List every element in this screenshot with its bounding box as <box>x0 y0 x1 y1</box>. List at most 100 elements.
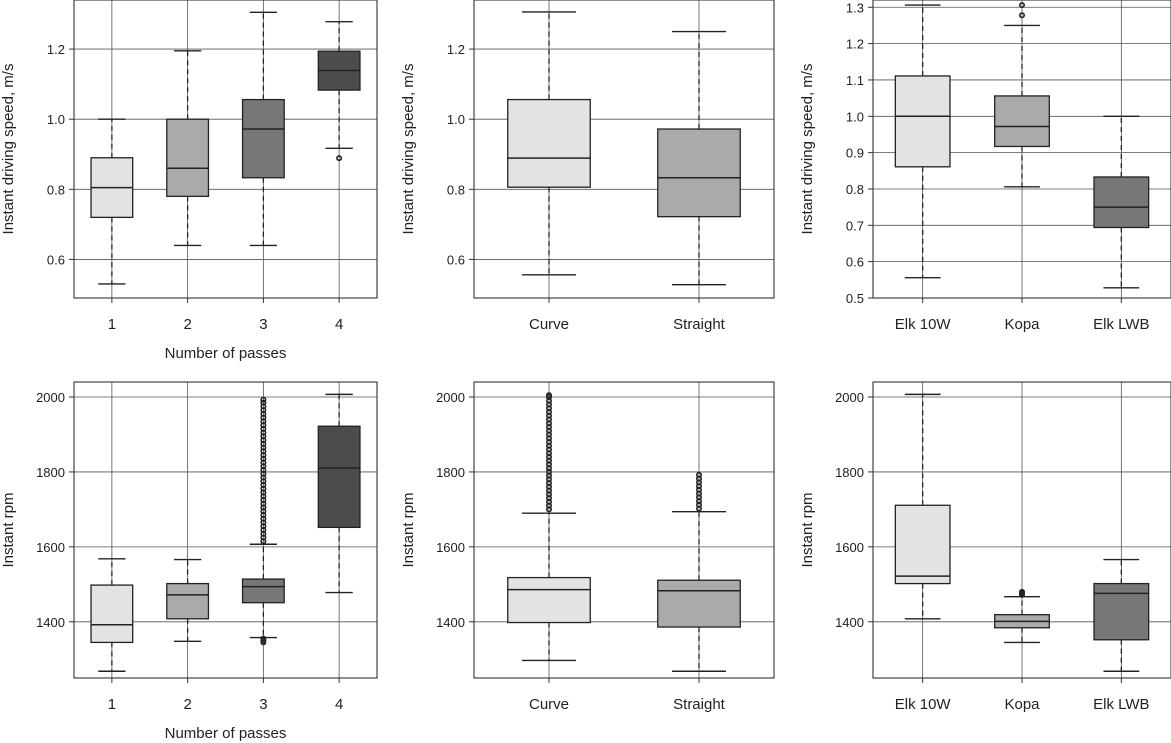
x-tick-label: 2 <box>183 696 191 713</box>
box-iqr <box>657 128 741 218</box>
y-tick-label: 1400 <box>36 615 65 630</box>
y-tick-label: 0.6 <box>47 252 65 267</box>
box-Kopa <box>994 2 1050 188</box>
panel-1: 0.6 0.8 1.0 1.2 1 2 3 4 Instant driving speed, m… <box>0 0 378 362</box>
box-1 <box>90 558 134 672</box>
box-Curve <box>507 392 591 662</box>
box-iqr <box>657 579 741 628</box>
panel-4: 1400 1600 1800 2000 1 2 3 4 Instant rpm Number of… <box>0 381 378 742</box>
box-iqr <box>1093 176 1150 229</box>
x-tick-label: 4 <box>335 316 343 333</box>
box-iqr <box>1093 582 1150 641</box>
plot-area <box>872 381 1171 679</box>
y-tick-label: 2000 <box>436 390 465 405</box>
box-Straight <box>657 30 741 286</box>
y-axis-label: Instant driving speed, m/s <box>799 64 816 235</box>
outlier-point <box>260 396 267 403</box>
x-tick-label: 1 <box>108 316 116 333</box>
y-tick-label: 1.0 <box>47 112 65 127</box>
y-tick-label: 1.0 <box>447 112 465 127</box>
outlier-point <box>260 635 267 642</box>
y-tick-label: 1.2 <box>47 42 65 57</box>
outlier-point <box>336 155 343 162</box>
box-iqr <box>507 576 591 624</box>
box-4 <box>317 21 361 162</box>
y-tick-label: 0.5 <box>846 291 864 306</box>
box-Curve <box>507 11 591 276</box>
x-tick-label: Kopa <box>1004 316 1040 333</box>
box-iqr <box>90 584 134 644</box>
outlier-point <box>545 392 552 399</box>
outlier-point <box>260 399 267 406</box>
box-Straight <box>657 471 741 672</box>
x-tick-label: 2 <box>183 316 191 333</box>
x-tick-label: Straight <box>673 316 726 333</box>
panel-6: 1400 1600 1800 2000 Elk 10W Kopa Elk LWB Instan… <box>799 381 1171 713</box>
y-tick-label: 1.1 <box>846 73 864 88</box>
box-Elk 10W <box>894 4 951 279</box>
y-tick-label: 0.6 <box>846 255 864 270</box>
box-2 <box>166 50 210 247</box>
box-3 <box>241 396 285 646</box>
x-tick-label: 3 <box>259 316 267 333</box>
y-tick-label: 1.0 <box>846 109 864 124</box>
x-tick-label: 1 <box>108 696 116 713</box>
panel-5: 1400 1600 1800 2000 Curve Straight Instant rpm <box>400 381 775 713</box>
plot-area <box>73 0 378 299</box>
x-tick-label: Curve <box>529 696 569 713</box>
y-tick-label: 1800 <box>835 465 864 480</box>
y-axis-label: Instant driving speed, m/s <box>0 64 17 235</box>
y-tick-label: 1800 <box>36 465 65 480</box>
y-tick-label: 1400 <box>835 615 864 630</box>
box-1 <box>90 118 134 285</box>
box-iqr <box>166 582 210 620</box>
box-Elk LWB <box>1093 558 1150 672</box>
box-iqr <box>241 578 285 604</box>
box-Elk LWB <box>1093 115 1150 289</box>
plot-area <box>473 381 775 679</box>
box-3 <box>241 11 285 247</box>
x-tick-label: 4 <box>335 696 343 713</box>
box-iqr <box>317 425 361 529</box>
y-axis-label: Instant rpm <box>0 492 17 567</box>
panel-3: 0.5 0.6 0.7 0.8 0.9 1.0 1.1 1.2 1.3 Elk 10W Kopa El… <box>799 0 1171 333</box>
x-tick-label: Elk 10W <box>895 696 952 713</box>
y-tick-label: 0.6 <box>447 252 465 267</box>
x-tick-label: Elk LWB <box>1093 696 1149 713</box>
y-tick-label: 0.7 <box>846 218 864 233</box>
y-tick-label: 0.8 <box>846 182 864 197</box>
box-4 <box>317 393 361 594</box>
y-tick-label: 1800 <box>436 465 465 480</box>
y-tick-label: 1.3 <box>846 0 864 15</box>
panel-2: 0.6 0.8 1.0 1.2 Curve Straight Instant driving… <box>400 0 775 333</box>
x-tick-label: Straight <box>673 696 726 713</box>
y-tick-label: 1600 <box>835 540 864 555</box>
x-axis-label: Number of passes <box>165 725 287 742</box>
box-Kopa <box>994 588 1050 644</box>
y-tick-label: 1600 <box>36 540 65 555</box>
box-Elk 10W <box>894 393 951 620</box>
box-iqr <box>241 98 285 179</box>
y-tick-label: 1.2 <box>447 42 465 57</box>
y-axis-label: Instant rpm <box>799 492 816 567</box>
y-tick-label: 0.8 <box>47 182 65 197</box>
y-tick-label: 1600 <box>436 540 465 555</box>
outlier-point <box>695 471 702 478</box>
x-tick-label: Kopa <box>1004 696 1040 713</box>
y-tick-label: 0.8 <box>447 182 465 197</box>
box-iqr <box>994 95 1050 148</box>
plot-area <box>73 381 378 679</box>
y-axis-label: Instant driving speed, m/s <box>400 64 417 235</box>
x-tick-label: Elk 10W <box>895 316 952 333</box>
outlier-point <box>1018 2 1025 9</box>
plot-area <box>872 0 1171 299</box>
box-iqr <box>507 98 591 188</box>
outlier-point <box>1018 588 1025 595</box>
box-iqr <box>166 118 210 197</box>
x-tick-label: Elk LWB <box>1093 316 1149 333</box>
x-tick-label: Curve <box>529 316 569 333</box>
y-tick-label: 2000 <box>36 390 65 405</box>
y-tick-label: 1.2 <box>846 37 864 52</box>
box-iqr <box>894 504 951 585</box>
box-iqr <box>894 75 951 168</box>
